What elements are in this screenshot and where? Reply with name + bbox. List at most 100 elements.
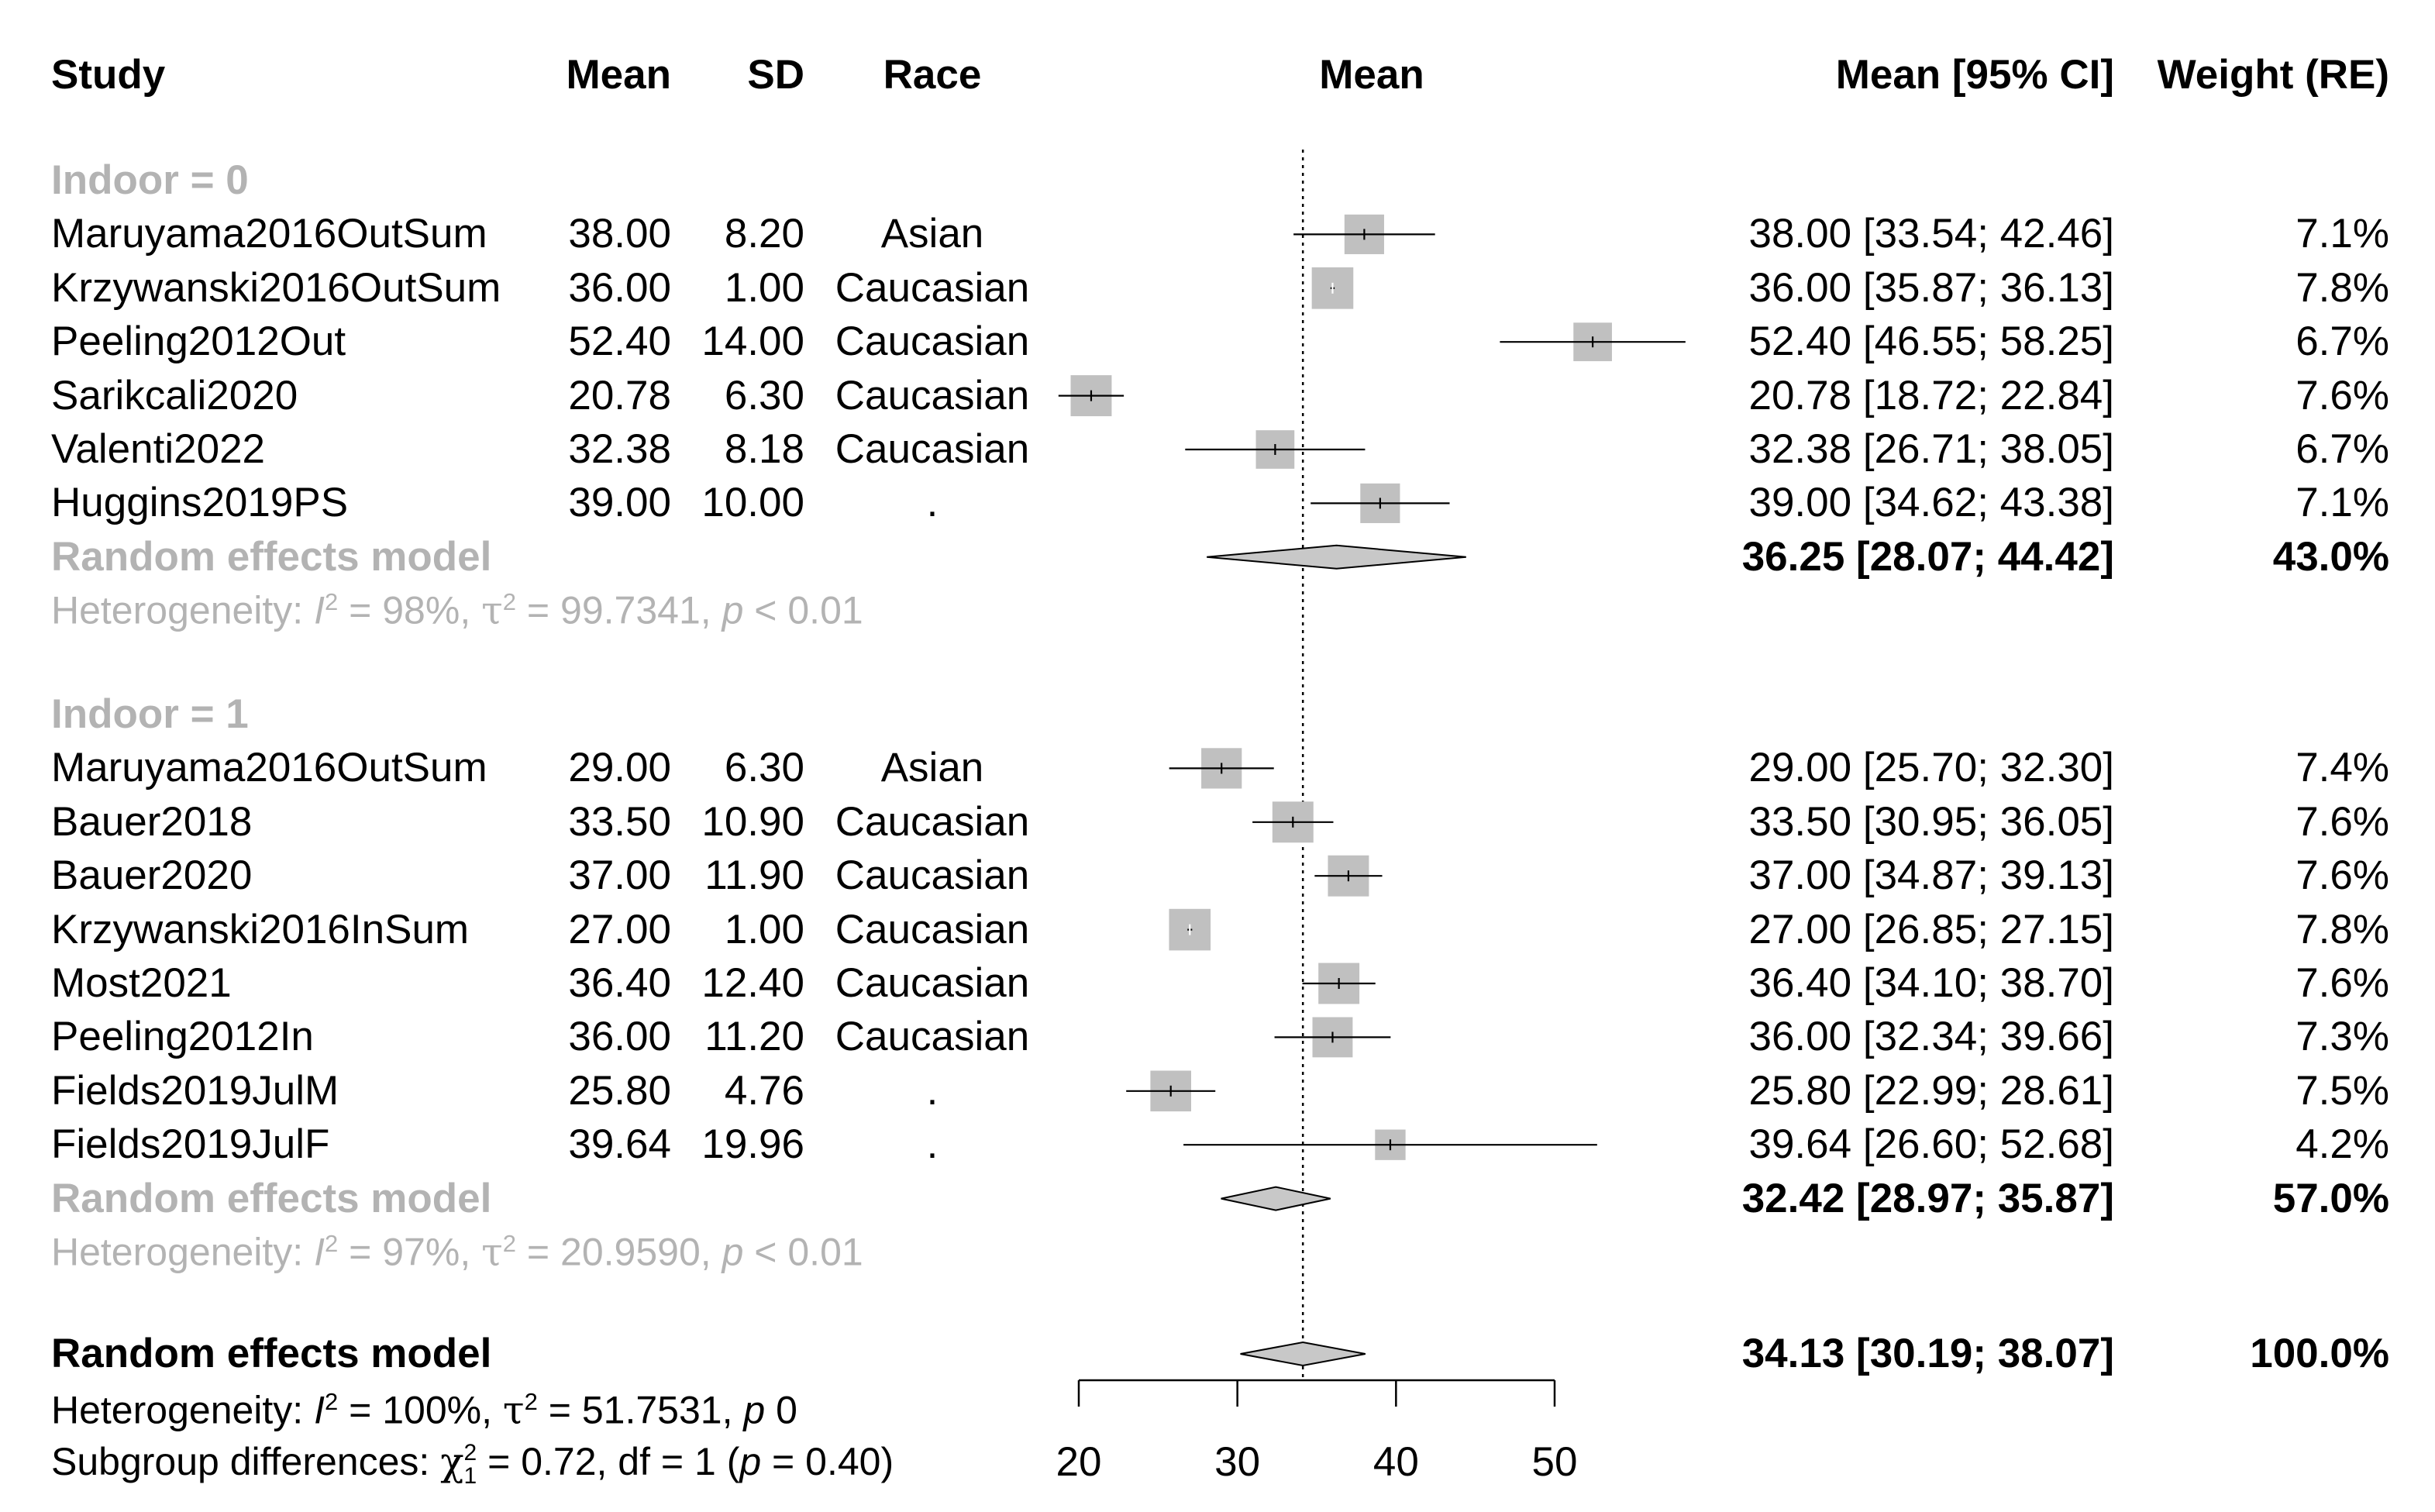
study-weight: 7.8% bbox=[2296, 264, 2389, 311]
study-name: Huggins2019PS bbox=[51, 480, 349, 526]
study-sd: 11.90 bbox=[704, 852, 804, 899]
subgroup-pooled-diamond bbox=[1221, 1186, 1331, 1211]
study-weight: 7.4% bbox=[2296, 745, 2389, 791]
study-sd: 8.20 bbox=[724, 211, 804, 257]
study-sd: 1.00 bbox=[724, 264, 804, 311]
study-mean: 37.00 bbox=[568, 852, 671, 899]
study-race: Caucasian bbox=[835, 1014, 1030, 1060]
study-race: . bbox=[926, 1121, 939, 1168]
study-mean: 32.38 bbox=[568, 426, 671, 472]
study-sd: 10.00 bbox=[701, 480, 804, 526]
study-mean: 29.00 bbox=[568, 745, 671, 791]
study-mean: 27.00 bbox=[568, 906, 671, 952]
overall-pooled-ci: 34.13 [30.19; 38.07] bbox=[1741, 1331, 2114, 1376]
overall-heterogeneity: Heterogeneity: I2 = 100%, τ2 = 51.7531, … bbox=[51, 1387, 797, 1433]
study-ci: 33.50 [30.95; 36.05] bbox=[1748, 798, 2114, 845]
study-ci: 37.00 [34.87; 39.13] bbox=[1748, 852, 2114, 899]
study-name: Valenti2022 bbox=[51, 426, 266, 472]
study-sd: 10.90 bbox=[701, 798, 804, 845]
study-name: Krzywanski2016OutSum bbox=[51, 264, 501, 311]
header-study: Study bbox=[51, 52, 166, 98]
header-ci: Mean [95% CI] bbox=[1835, 52, 2114, 98]
study-sd: 8.18 bbox=[724, 426, 804, 472]
study-mean: 38.00 bbox=[568, 211, 671, 257]
study-ci: 36.00 [32.34; 39.66] bbox=[1748, 1014, 2114, 1060]
study-sd: 1.00 bbox=[724, 906, 804, 952]
study-sd: 6.30 bbox=[724, 745, 804, 791]
study-mean: 52.40 bbox=[568, 319, 671, 365]
study-weight: 7.1% bbox=[2296, 211, 2389, 257]
subgroup-label: Indoor = 1 bbox=[51, 691, 249, 737]
study-weight: 6.7% bbox=[2296, 319, 2389, 365]
study-ci: 36.40 [34.10; 38.70] bbox=[1748, 960, 2114, 1006]
study-race: Caucasian bbox=[835, 372, 1030, 418]
overall-pooled-diamond bbox=[1240, 1341, 1366, 1367]
subgroup-pooled-ci: 36.25 [28.07; 44.42] bbox=[1741, 533, 2114, 580]
study-name: Bauer2020 bbox=[51, 852, 253, 899]
study-sd: 14.00 bbox=[701, 319, 804, 365]
header-race: Race bbox=[883, 52, 982, 98]
study-ci: 36.00 [35.87; 36.13] bbox=[1748, 264, 2114, 311]
study-race: Caucasian bbox=[835, 426, 1030, 472]
study-name: Maruyama2016OutSum bbox=[51, 745, 487, 791]
study-weight: 7.8% bbox=[2296, 906, 2389, 952]
study-mean: 20.78 bbox=[568, 372, 671, 418]
study-race: Asian bbox=[880, 745, 984, 791]
overall-pooled-weight: 100.0% bbox=[2250, 1331, 2389, 1376]
subgroup-random-effects-label: Random effects model bbox=[51, 1175, 492, 1221]
study-mean: 25.80 bbox=[568, 1067, 671, 1114]
header-sd: SD bbox=[747, 52, 804, 98]
subgroup-pooled-diamond bbox=[1207, 544, 1466, 570]
x-axis-tick-label: 40 bbox=[1372, 1439, 1419, 1485]
study-weight: 7.6% bbox=[2296, 372, 2389, 418]
study-name: Most2021 bbox=[51, 960, 232, 1006]
study-ci: 27.00 [26.85; 27.15] bbox=[1748, 906, 2114, 952]
study-race: Caucasian bbox=[835, 798, 1030, 845]
study-ci: 32.38 [26.71; 38.05] bbox=[1748, 426, 2114, 472]
study-weight: 7.5% bbox=[2296, 1067, 2389, 1114]
study-weight: 7.6% bbox=[2296, 798, 2389, 845]
study-ci: 29.00 [25.70; 32.30] bbox=[1748, 745, 2114, 791]
subgroup-random-effects-label: Random effects model bbox=[51, 533, 492, 580]
study-race: Caucasian bbox=[835, 264, 1030, 311]
study-ci: 38.00 [33.54; 42.46] bbox=[1748, 211, 2114, 257]
header-plot-mean: Mean bbox=[1319, 52, 1424, 98]
study-name: Bauer2018 bbox=[51, 798, 253, 845]
study-weight: 6.7% bbox=[2296, 426, 2389, 472]
subgroup-pooled-weight: 43.0% bbox=[2272, 533, 2389, 580]
study-mean: 39.64 bbox=[568, 1121, 671, 1168]
study-ci: 39.64 [26.60; 52.68] bbox=[1748, 1121, 2114, 1168]
study-weight: 7.6% bbox=[2296, 960, 2389, 1006]
study-sd: 11.20 bbox=[704, 1014, 804, 1060]
study-mean: 33.50 bbox=[568, 798, 671, 845]
study-weight: 7.6% bbox=[2296, 852, 2389, 899]
study-mean: 36.40 bbox=[568, 960, 671, 1006]
study-name: Krzywanski2016InSum bbox=[51, 906, 470, 952]
study-race: Caucasian bbox=[835, 960, 1030, 1006]
study-race: . bbox=[926, 480, 939, 526]
study-ci: 20.78 [18.72; 22.84] bbox=[1748, 372, 2114, 418]
study-name: Peeling2012In bbox=[51, 1014, 314, 1060]
x-axis-tick-label: 20 bbox=[1056, 1439, 1102, 1485]
study-name: Maruyama2016OutSum bbox=[51, 211, 487, 257]
study-weight: 4.2% bbox=[2296, 1121, 2389, 1168]
header-mean: Mean bbox=[566, 52, 671, 98]
study-name: Sarikcali2020 bbox=[51, 372, 298, 418]
overall-random-effects-label: Random effects model bbox=[51, 1331, 492, 1376]
study-weight: 7.3% bbox=[2296, 1014, 2389, 1060]
x-axis-tick-label: 50 bbox=[1531, 1439, 1578, 1485]
study-name: Fields2019JulM bbox=[51, 1067, 339, 1114]
study-ci: 52.40 [46.55; 58.25] bbox=[1748, 319, 2114, 365]
subgroup-pooled-ci: 32.42 [28.97; 35.87] bbox=[1741, 1175, 2114, 1221]
study-sd: 12.40 bbox=[701, 960, 804, 1006]
subgroup-label: Indoor = 0 bbox=[51, 157, 249, 203]
x-axis-tick-label: 30 bbox=[1214, 1439, 1261, 1485]
study-weight: 7.1% bbox=[2296, 480, 2389, 526]
study-race: Caucasian bbox=[835, 319, 1030, 365]
subgroup-heterogeneity: Heterogeneity: I2 = 98%, τ2 = 99.7341, p… bbox=[51, 587, 863, 633]
study-sd: 6.30 bbox=[724, 372, 804, 418]
study-sd: 19.96 bbox=[701, 1121, 804, 1168]
